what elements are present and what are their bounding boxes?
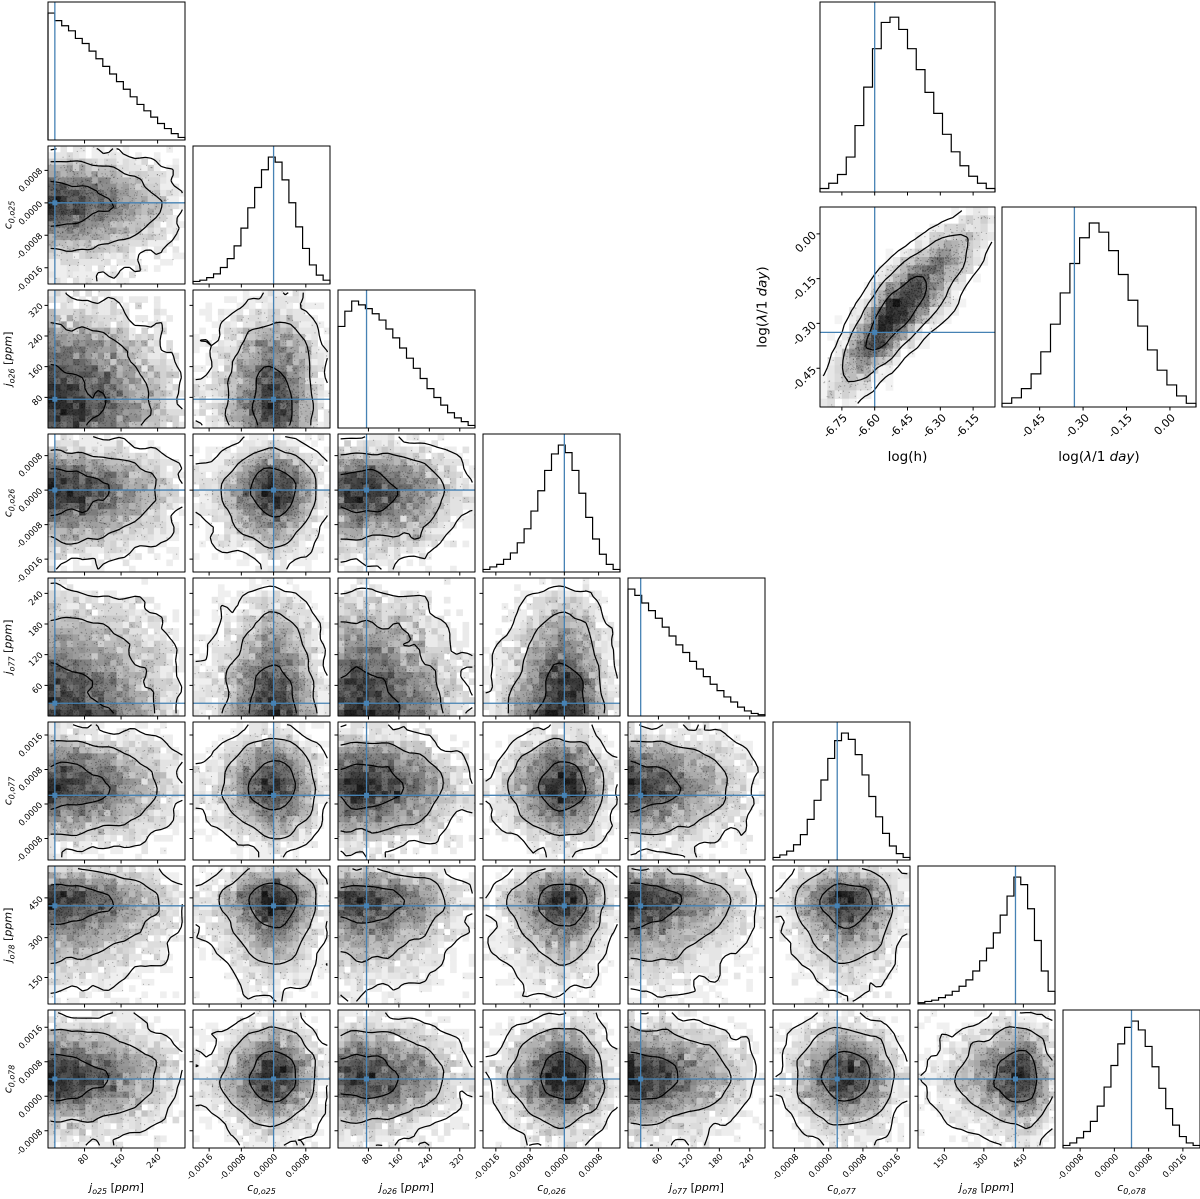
- plot-canvas: [0, 0, 1200, 1199]
- corner-plot-figure: -0.0016 -0.0008 0.0000 0.0008 80 160 240 320 -0.…: [0, 0, 1200, 1199]
